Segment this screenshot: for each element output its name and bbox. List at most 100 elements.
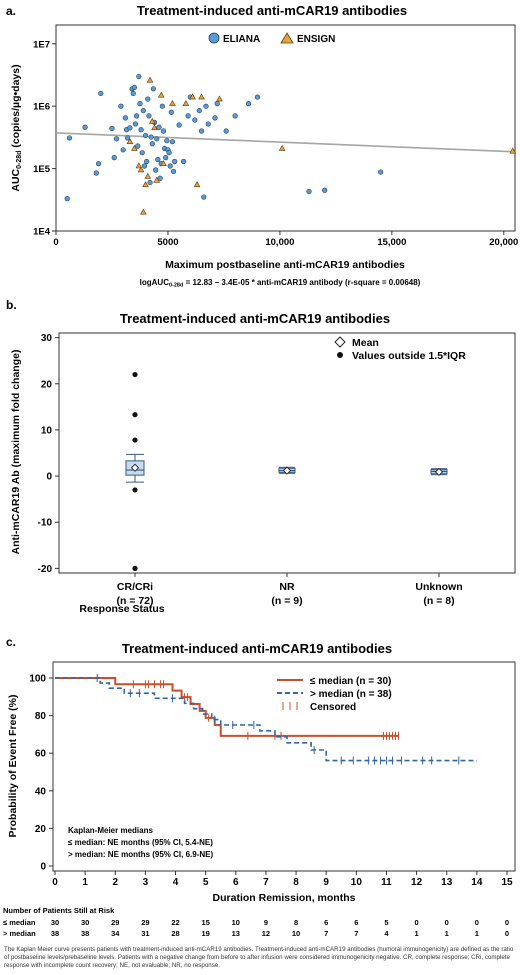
panel-b-category-label: Unknown <box>415 581 462 593</box>
panel-a-regression-line <box>55 132 516 153</box>
panel-c-legend: ≤ median (n = 30) > median (n = 38) Cens… <box>277 676 392 713</box>
panel-c-ytick-label: 60 <box>35 749 47 760</box>
panel-c-xtick-label: 7 <box>263 877 269 888</box>
panel-c-xtick-label: 14 <box>471 877 483 888</box>
panel-c-xtick-label: 5 <box>203 877 209 888</box>
panel-a: a. Treatment-induced anti-mCAR19 antibod… <box>6 3 518 289</box>
eliana-point <box>135 143 141 149</box>
eliana-point <box>144 158 150 165</box>
outlier-point <box>132 565 138 571</box>
eliana-point <box>93 170 99 176</box>
outlier-point <box>132 371 138 378</box>
legend-censored-label: Censored <box>310 702 356 713</box>
eliana-point <box>168 109 174 115</box>
panel-a-axes: 0 5000 10,000 15,000 20,000 1E4 1E5 1E6 1E7 <box>33 39 518 248</box>
risk-value: 22 <box>171 918 179 927</box>
eliana-point <box>138 127 144 133</box>
eliana-point <box>98 90 104 97</box>
risk-value: 30 <box>81 918 89 927</box>
panel-c-xtick-label: 6 <box>233 877 239 888</box>
risk-value: 13 <box>232 929 240 938</box>
legend-mean-marker <box>334 336 346 348</box>
ensign-point <box>135 162 143 169</box>
ensign-point <box>193 181 201 188</box>
risk-value: 15 <box>201 918 209 927</box>
eliana-point <box>245 101 252 107</box>
panel-a-ytick-label: 1E4 <box>33 227 51 238</box>
eliana-point <box>82 124 88 130</box>
eliana-point <box>166 150 172 156</box>
panel-b: b. Treatment-induced anti-mCAR19 antibod… <box>6 298 516 615</box>
panel-a-xtick-label: 0 <box>53 237 58 248</box>
eliana-point <box>125 135 131 141</box>
panel-a-ytick-label: 1E5 <box>33 164 51 175</box>
mean-marker <box>434 467 444 477</box>
panel-b-category-n: (n = 9) <box>271 595 302 607</box>
risk-value: 28 <box>171 929 179 938</box>
ensign-point <box>182 99 190 106</box>
risk-value: 10 <box>292 929 300 938</box>
ensign-point <box>146 76 154 83</box>
panel-b-category-label: NR <box>279 581 295 593</box>
risk-table-title: Number of Patients Still at Risk <box>3 906 115 915</box>
panel-c-ylabel: Probability of Event Free (%) <box>7 695 19 838</box>
eliana-point <box>113 136 120 142</box>
eliana-point <box>118 103 124 109</box>
eliana-point <box>153 167 159 173</box>
panel-c-xtick-label: 0 <box>52 877 58 888</box>
panel-a-ytick-label: 1E6 <box>33 102 50 113</box>
panel-b-letter: b. <box>6 298 17 312</box>
eliana-point <box>134 113 140 119</box>
panel-c-xlabel: Duration Remission, months <box>213 892 356 904</box>
eliana-point <box>139 150 145 156</box>
footnote: The Kaplan Meier curve presents patients… <box>4 946 514 969</box>
ensign-point <box>509 147 517 154</box>
panel-b-xlabel: Response Status <box>79 603 164 615</box>
panel-c-xtick-label: 12 <box>411 877 423 888</box>
eliana-point <box>181 158 187 165</box>
panel-b-ytick-label: 0 <box>46 472 52 483</box>
panel-a-legend: ELIANA ENSIGN <box>208 32 335 45</box>
panel-c-title: Treatment-induced anti-mCAR19 antibodies <box>122 641 392 656</box>
panel-c-xtick-label: 10 <box>351 877 363 888</box>
panel-a-xtick-label: 10,000 <box>265 237 294 248</box>
eliana-point <box>137 101 143 107</box>
legend-censored-marks <box>282 702 298 710</box>
outlier-point <box>132 437 138 443</box>
ensign-point <box>137 166 145 173</box>
eliana-point <box>156 124 162 130</box>
eliana-point <box>145 96 151 102</box>
eliana-point <box>201 194 207 200</box>
eliana-point <box>185 113 191 119</box>
panel-c-ytick-label: 80 <box>35 711 47 722</box>
eliana-point <box>322 187 328 193</box>
eliana-point <box>212 115 218 121</box>
eliana-point <box>64 196 70 202</box>
panel-c-ytick-label: 40 <box>35 786 47 797</box>
risk-row-le-label: ≤ median <box>3 918 36 927</box>
panel-c-curves <box>55 674 477 765</box>
panel-b-plot-frame <box>58 332 516 574</box>
eliana-point <box>120 147 126 153</box>
risk-row-gt-label: > median <box>3 929 36 938</box>
eliana-point <box>196 107 202 114</box>
eliana-point <box>131 84 137 91</box>
km-title: Kaplan-Meier medians <box>68 826 153 835</box>
panel-c-ytick-label: 20 <box>35 824 47 835</box>
panel-b-ytick-label: -10 <box>38 518 53 529</box>
risk-value: 31 <box>141 929 149 938</box>
panel-b-ytick-label: 30 <box>41 333 53 344</box>
panel-c-xtick-label: 4 <box>173 877 179 888</box>
eliana-point <box>163 155 169 161</box>
panel-c-ytick-label: 100 <box>29 674 46 685</box>
risk-value: 4 <box>384 929 389 938</box>
panel-b-ytick-label: 10 <box>41 425 53 436</box>
eliana-point <box>176 122 182 128</box>
legend-ensign-label: ENSIGN <box>297 34 335 45</box>
risk-value: 29 <box>111 918 119 927</box>
risk-value: 0 <box>415 918 419 927</box>
risk-value: 30 <box>51 918 59 927</box>
eliana-point <box>232 113 238 119</box>
eliana-point <box>172 158 178 165</box>
eliana-point <box>148 134 154 140</box>
